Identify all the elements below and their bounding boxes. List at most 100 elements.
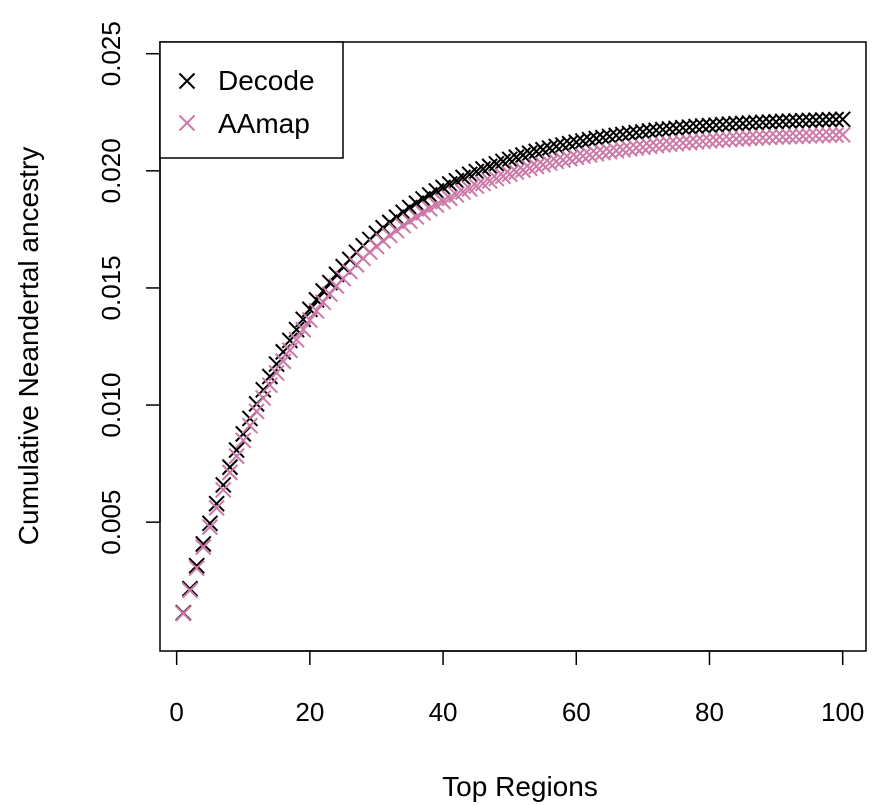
data-point <box>215 481 232 499</box>
data-point <box>754 129 771 146</box>
data-point <box>381 214 398 231</box>
data-point <box>581 131 598 148</box>
data-point <box>787 128 805 145</box>
data-point <box>747 114 765 132</box>
data-point <box>248 403 265 420</box>
y-tick-label: 0.005 <box>96 490 126 555</box>
data-point <box>707 116 725 134</box>
x-tick-label: 0 <box>169 697 183 727</box>
y-tick-label: 0.020 <box>96 138 126 203</box>
data-point <box>801 127 818 145</box>
data-point <box>201 518 219 536</box>
data-point <box>588 145 605 162</box>
series-aamap <box>175 126 851 622</box>
data-point <box>727 130 745 148</box>
data-point <box>687 133 705 150</box>
data-point <box>727 115 745 132</box>
y-tick-label: 0.010 <box>96 373 126 438</box>
data-point <box>834 111 851 128</box>
data-point <box>701 117 718 134</box>
data-point <box>215 476 232 494</box>
data-point <box>747 129 765 147</box>
data-point <box>821 127 838 144</box>
data-point <box>381 227 398 244</box>
x-tick-label: 20 <box>295 697 324 727</box>
data-point <box>628 124 645 141</box>
data-point <box>794 127 811 145</box>
data-point <box>294 321 312 338</box>
data-point <box>561 150 578 167</box>
data-point <box>561 135 578 152</box>
data-point <box>694 117 712 135</box>
data-point <box>781 112 798 130</box>
data-point <box>528 158 545 175</box>
data-point <box>621 125 638 142</box>
data-point <box>647 122 665 139</box>
data-point <box>801 112 818 129</box>
data-point <box>608 127 625 144</box>
data-point <box>514 161 532 179</box>
data-point <box>235 432 252 449</box>
data-point <box>767 128 785 146</box>
data-point <box>734 130 751 147</box>
data-point <box>275 353 292 370</box>
data-point <box>614 141 632 158</box>
y-axis: 0.005 0.010 0.015 0.020 0.025 <box>96 21 161 555</box>
series-decode <box>175 111 851 622</box>
x-axis: 0 20 40 60 80 100 <box>169 650 864 727</box>
data-point <box>581 146 598 164</box>
data-point <box>641 138 658 155</box>
y-tick-label: 0.025 <box>96 21 126 86</box>
data-point <box>241 417 259 434</box>
data-point <box>255 389 272 407</box>
data-point <box>741 130 758 147</box>
x-tick-label: 60 <box>562 697 591 727</box>
legend-label-decode: Decode <box>218 65 315 96</box>
data-point <box>628 139 645 157</box>
data-point <box>221 458 239 476</box>
data-point <box>554 136 572 154</box>
data-point <box>767 113 785 131</box>
data-point <box>634 138 652 156</box>
data-point <box>661 135 678 153</box>
data-point <box>288 331 305 348</box>
data-point <box>761 129 778 146</box>
data-point <box>774 113 791 130</box>
data-point <box>654 136 672 154</box>
data-point <box>208 495 225 512</box>
legend-marker-aamap <box>178 114 196 132</box>
data-point <box>781 128 798 145</box>
data-point <box>681 134 698 151</box>
data-point <box>654 121 672 138</box>
data-point <box>827 111 845 128</box>
data-point <box>541 154 558 172</box>
data-point <box>807 112 825 129</box>
data-point <box>714 116 732 133</box>
data-point <box>594 144 612 161</box>
data-point <box>814 111 831 129</box>
data-point <box>181 582 199 599</box>
data-point <box>195 535 212 553</box>
data-point <box>694 133 712 150</box>
data-point <box>721 116 738 133</box>
data-point <box>521 160 538 177</box>
data-point <box>188 559 205 577</box>
data-point <box>228 441 245 459</box>
legend-marker-decode <box>178 72 196 90</box>
data-point <box>774 128 791 146</box>
data-point <box>528 143 545 160</box>
data-point <box>235 425 252 443</box>
data-point <box>201 515 219 532</box>
data-point <box>687 118 705 135</box>
data-point <box>608 142 625 159</box>
series-layer <box>175 111 851 622</box>
data-point <box>827 126 845 144</box>
data-point <box>641 122 658 140</box>
y-tick-label: 0.015 <box>96 255 126 320</box>
data-point <box>208 499 225 517</box>
data-point <box>548 138 565 155</box>
data-point <box>754 114 771 131</box>
legend-label-aamap: AAmap <box>218 108 310 139</box>
data-point <box>388 208 405 226</box>
